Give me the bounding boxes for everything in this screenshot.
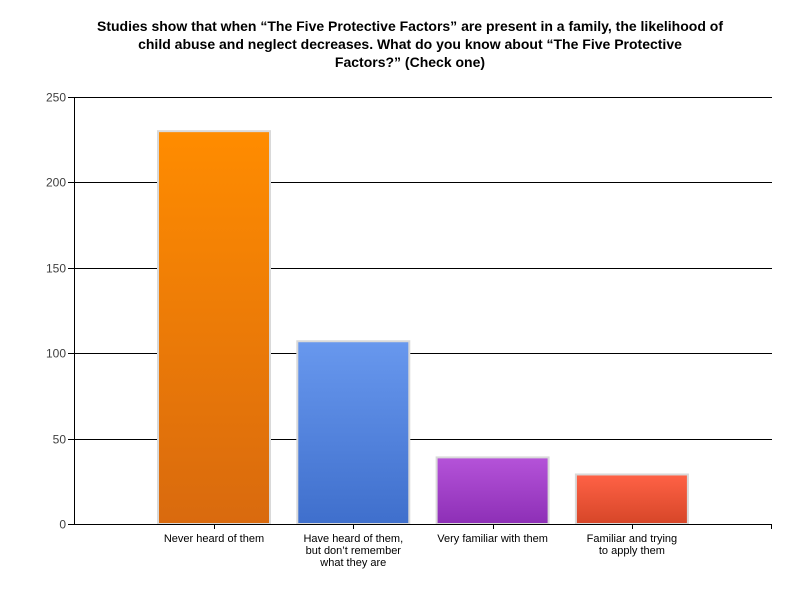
y-tick-label: 0 bbox=[59, 518, 66, 532]
bar-2 bbox=[296, 340, 411, 525]
x-tick-label: Never heard of them bbox=[164, 533, 264, 545]
axes bbox=[68, 97, 772, 529]
y-tick-label: 50 bbox=[53, 433, 67, 447]
chart-title: Studies show that when “The Five Protect… bbox=[40, 17, 780, 71]
y-tick-label: 200 bbox=[46, 176, 66, 190]
x-tick-label: Have heard of them, but don’t remember wha… bbox=[303, 533, 403, 569]
labels: 0 50 100 150 200 250 Never heard of them Have h… bbox=[46, 91, 677, 570]
bar-3 bbox=[435, 456, 550, 525]
chart-title-line-2: child abuse and neglect decreases. What … bbox=[138, 36, 682, 52]
y-tick-label: 150 bbox=[46, 262, 66, 276]
x-tick-label: Familiar and trying to apply them bbox=[587, 533, 677, 557]
bar-1 bbox=[157, 130, 271, 525]
bars bbox=[157, 130, 689, 525]
chart-title-line-1: Studies show that when “The Five Protect… bbox=[97, 18, 723, 34]
chart-title-line-3: Factors?” (Check one) bbox=[334, 54, 486, 70]
bar-4 bbox=[574, 473, 689, 525]
x-tick-label: Very familiar with them bbox=[437, 533, 548, 545]
y-tick-label: 250 bbox=[46, 91, 66, 105]
y-tick-label: 100 bbox=[46, 347, 66, 361]
